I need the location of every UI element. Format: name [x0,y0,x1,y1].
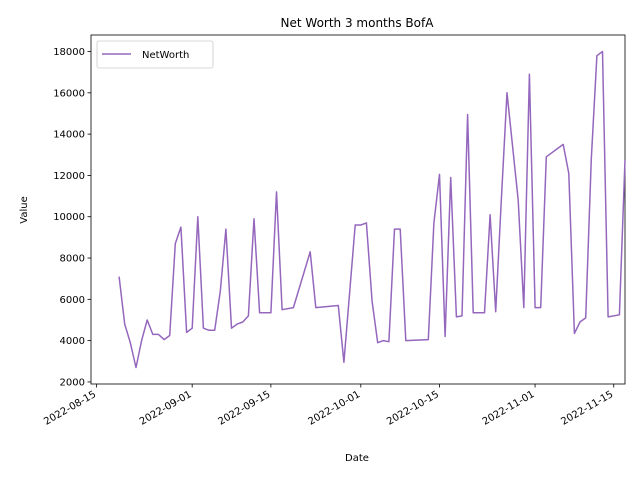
networth-data-point [208,329,211,332]
networth-series-line [118,50,626,369]
networth-data-point [500,199,503,202]
legend-label-networth: NetWorth [142,50,189,61]
networth-data-point [185,331,188,334]
networth-data-point [438,173,441,176]
networth-data-point [314,306,317,309]
networth-data-point [196,215,199,218]
networth-data-point [579,321,582,324]
networth-data-point [236,323,239,326]
networth-data-point [354,223,357,226]
networth-data-point [595,54,598,57]
networth-data-point [528,73,531,76]
networth-data-point [157,333,160,336]
networth-data-point [309,250,312,253]
networth-data-point [489,213,492,216]
networth-data-point [163,338,166,341]
y-tick-label: 18000 [53,47,85,58]
networth-data-point [213,329,216,332]
networth-data-point [601,50,604,53]
networth-data-point [292,306,295,309]
networth-data-point [219,290,222,293]
y-tick-label: 14000 [53,130,85,141]
networth-data-point [140,339,143,342]
networth-data-point [539,306,542,309]
legend-box [96,40,214,69]
networth-data-point [275,190,278,193]
networth-data-point [449,176,452,179]
networth-data-point [371,300,374,303]
networth-data-point [545,155,548,158]
networth-data-point [230,327,233,330]
networth-data-point [393,228,396,231]
networth-data-point [337,304,340,307]
networth-data-point [590,157,593,160]
networth-data-point [241,321,244,324]
networth-data-point [247,314,250,317]
networth-data-point [427,338,430,341]
y-axis-label: Value [19,196,30,223]
chart-title: Net Worth 3 months BofA [281,16,435,30]
networth-data-point [281,308,284,311]
legend: NetWorth [96,40,214,69]
networth-data-point [253,217,256,220]
networth-data-point [399,228,402,231]
y-tick-label: 16000 [53,88,85,99]
networth-data-point [404,339,407,342]
networth-data-point [534,306,537,309]
networth-data-point [472,311,475,314]
y-axis: 2000 4000 6000 8000 10000 12000 14000 16000 1800… [53,47,91,388]
y-tick-label: 2000 [60,377,85,388]
networth-data-point [505,91,508,94]
networth-data-point [584,316,587,319]
networth-data-point [191,327,194,330]
networth-data-point [387,340,390,343]
y-tick-label: 10000 [53,212,85,223]
networth-data-point [129,341,132,344]
networth-data-point [624,158,627,161]
networth-data-point [466,113,469,116]
networth-data-point [567,172,570,175]
networth-data-point [258,311,261,314]
networth-data-point [359,223,362,226]
networth-data-point [134,366,137,369]
networth-data-point [432,221,435,224]
networth-data-point [483,311,486,314]
networth-data-point [179,226,182,229]
networth-data-point [562,143,565,146]
y-tick-label: 6000 [60,295,85,306]
y-tick-label: 12000 [53,171,85,182]
x-axis-label: Date [345,453,369,464]
networth-data-point [174,242,177,245]
networth-data-point [494,310,497,313]
networth-data-point [382,339,385,342]
networth-data-point [168,334,171,337]
networth-data-point [517,199,520,202]
networth-data-point [224,228,227,231]
networth-data-point [455,315,458,318]
networth-data-point [269,311,272,314]
networth-data-point [123,323,126,326]
networth-data-point [573,332,576,335]
y-tick-label: 4000 [60,336,85,347]
axes-frame [90,34,626,385]
networth-data-point [365,221,368,224]
networth-data-point [118,275,121,278]
networth-data-point [202,327,205,330]
networth-data-point [342,361,345,364]
y-tick-label: 8000 [60,254,85,265]
networth-data-point [607,315,610,318]
networth-data-point [618,313,621,316]
networth-data-point [444,335,447,338]
networth-data-point [460,314,463,317]
networth-data-point [146,318,149,321]
networth-data-point [376,341,379,344]
networth-data-point [151,333,154,336]
networth-data-point [522,306,525,309]
